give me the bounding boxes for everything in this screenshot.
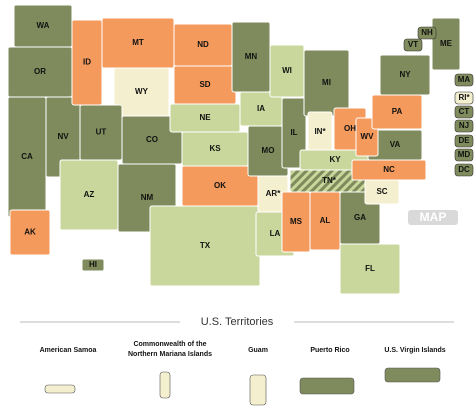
state-label: DE xyxy=(458,136,470,145)
state-label: MN xyxy=(245,52,258,61)
state-label: WY xyxy=(135,87,149,96)
territory-shape xyxy=(384,367,441,383)
state-label: WI xyxy=(282,66,292,75)
state-label: OK xyxy=(214,181,226,190)
state-label: CO xyxy=(146,135,158,144)
state-label: OR xyxy=(34,67,46,76)
state xyxy=(81,258,105,272)
state-label: WA xyxy=(37,21,50,30)
state-label: ND xyxy=(197,40,209,49)
state-label: AZ xyxy=(84,190,95,199)
territory-name: Commonwealth of the xyxy=(133,341,206,348)
territory-name: Northern Mariana Islands xyxy=(128,351,212,358)
territory-shape xyxy=(159,371,171,399)
state xyxy=(454,119,474,133)
state-label: AK xyxy=(24,228,36,237)
state-label: NE xyxy=(199,113,211,122)
state-label: NJ xyxy=(459,121,469,130)
state-label: PA xyxy=(392,107,403,116)
state-label: WV xyxy=(361,132,375,141)
state-label: VT xyxy=(408,40,418,49)
state xyxy=(454,148,474,162)
territory-shape xyxy=(44,384,76,394)
state xyxy=(454,91,474,105)
state xyxy=(379,54,431,96)
state-label: IN* xyxy=(314,127,326,136)
state-label: KS xyxy=(209,144,221,153)
state-label: TX xyxy=(200,241,211,250)
state-label: OH xyxy=(344,124,356,133)
state xyxy=(454,163,474,177)
state-label: DC xyxy=(458,165,470,174)
state-label: NH xyxy=(421,28,433,37)
state-label: MA xyxy=(458,75,471,84)
state-label: AR* xyxy=(266,189,282,198)
state xyxy=(9,209,51,256)
state-label: ME xyxy=(440,39,453,48)
state-label: KY xyxy=(329,155,341,164)
territory-shape xyxy=(249,374,267,406)
states: WA OR CA NV ID MT WY UT CO AZ NM ND SD NE KS OK TX MN IA MO… xyxy=(7,4,474,295)
state-label: LA xyxy=(270,229,281,238)
state-label: HI xyxy=(89,260,97,269)
territory-name: Puerto Rico xyxy=(310,347,349,354)
state-label: SC xyxy=(376,187,387,196)
state-label: MS xyxy=(290,217,303,226)
territory-shape xyxy=(299,377,355,395)
state xyxy=(431,17,461,71)
state-label: MD xyxy=(458,150,471,159)
state-label: CA xyxy=(21,152,33,161)
state xyxy=(403,38,423,52)
territory-name: American Samoa xyxy=(40,347,97,354)
state-label: SD xyxy=(199,80,210,89)
state xyxy=(454,134,474,148)
watermark: MAP xyxy=(420,210,447,224)
state-label: NY xyxy=(399,70,411,79)
state-label: RI* xyxy=(458,93,470,102)
state-label: NV xyxy=(57,132,69,141)
watermark-box xyxy=(408,210,458,225)
state-label: NM xyxy=(141,193,154,202)
territories: American Samoa Commonwealth of the Norther… xyxy=(40,341,446,406)
state-label: MT xyxy=(132,38,144,47)
state xyxy=(454,73,474,87)
state xyxy=(454,105,474,119)
state-label: IA xyxy=(257,104,265,113)
territories-title: U.S. Territories xyxy=(201,316,274,328)
state-label: MI xyxy=(322,78,331,87)
state-label: VA xyxy=(390,140,401,149)
territory-name: U.S. Virgin Islands xyxy=(384,347,445,354)
state-label: TN* xyxy=(322,176,337,185)
state-label: UT xyxy=(96,128,107,137)
state-label: IL xyxy=(290,128,297,137)
state-label: FL xyxy=(365,264,375,273)
state-label: GA xyxy=(354,213,366,222)
state-label: MO xyxy=(262,146,275,155)
state-label: CT xyxy=(459,107,470,116)
state xyxy=(417,26,437,40)
state-label: AL xyxy=(320,216,331,225)
state xyxy=(339,243,401,295)
state-label: NC xyxy=(383,165,395,174)
territory-name: Guam xyxy=(248,347,268,354)
state-label: ID xyxy=(83,58,91,67)
